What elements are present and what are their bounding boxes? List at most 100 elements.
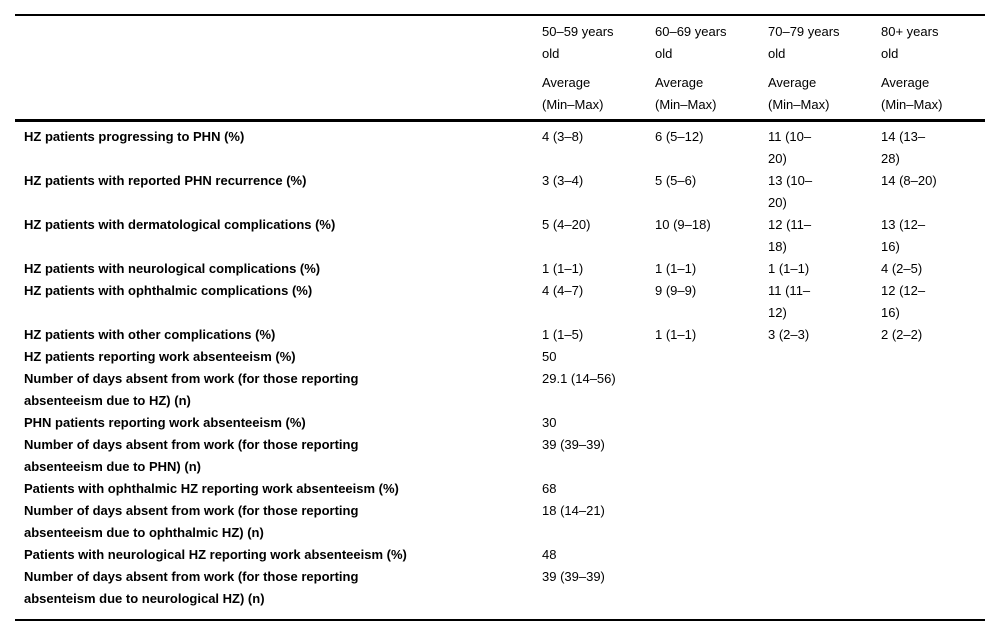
corner-header-cell [15, 15, 542, 122]
column-header-50-59: 50–59 years old Average (Min–Max) [542, 15, 655, 122]
value-cell: 30 [542, 415, 557, 430]
table-row: Number of days absent from work (for tho… [15, 368, 985, 412]
value-cell [881, 434, 985, 478]
value-cell: 68 [542, 481, 557, 496]
value-cell: 50 [542, 349, 557, 364]
value-cell [768, 500, 881, 544]
table-row: HZ patients with other complications (%)… [15, 324, 985, 346]
age-group-label: 70–79 years old [768, 24, 840, 61]
value-cell [881, 478, 985, 500]
value-cell: 13 (12– 16) [881, 217, 926, 254]
value-cell: 12 (12– 16) [881, 283, 926, 320]
value-cell [881, 544, 985, 566]
row-label: HZ patients reporting work absenteeism (… [24, 349, 296, 364]
table-row: HZ patients with reported PHN recurrence… [15, 170, 985, 214]
table-row: PHN patients reporting work absenteeism … [15, 412, 985, 434]
value-cell: 13 (10– 20) [768, 173, 813, 210]
value-cell: 48 [542, 547, 557, 562]
table-row: Patients with neurological HZ reporting … [15, 544, 985, 566]
value-cell: 29.1 (14–56) [542, 371, 616, 386]
stat-type-label: Average (Min–Max) [542, 75, 604, 112]
value-cell [655, 434, 768, 478]
value-cell [881, 368, 985, 412]
value-cell [881, 566, 985, 620]
value-cell [655, 566, 768, 620]
value-cell: 1 (1–1) [542, 261, 584, 276]
row-label: HZ patients with reported PHN recurrence… [24, 173, 307, 188]
stat-type-label: Average (Min–Max) [768, 75, 830, 112]
stat-type-label: Average (Min–Max) [655, 75, 717, 112]
value-cell: 5 (5–6) [655, 173, 697, 188]
table-row: Patients with ophthalmic HZ reporting wo… [15, 478, 985, 500]
value-cell [768, 346, 881, 368]
table-row: Number of days absent from work (for tho… [15, 434, 985, 478]
value-cell: 39 (39–39) [542, 437, 605, 452]
value-cell [881, 346, 985, 368]
row-label: Number of days absent from work (for tho… [24, 371, 359, 408]
table-row: HZ patients with dermatological complica… [15, 214, 985, 258]
age-group-label: 80+ years old [881, 24, 939, 61]
row-label: HZ patients with ophthalmic complication… [24, 283, 313, 298]
table-body: HZ patients progressing to PHN (%) 4 (3–8… [15, 121, 985, 621]
value-cell: 9 (9–9) [655, 283, 697, 298]
row-label: Number of days absent from work (for tho… [24, 569, 359, 606]
table-row: HZ patients progressing to PHN (%) 4 (3–8… [15, 121, 985, 171]
value-cell [881, 412, 985, 434]
row-label: HZ patients with neurological complicati… [24, 261, 321, 276]
value-cell [881, 500, 985, 544]
value-cell [655, 478, 768, 500]
value-cell: 5 (4–20) [542, 217, 591, 232]
value-cell: 10 (9–18) [655, 217, 711, 232]
row-label: HZ patients progressing to PHN (%) [24, 129, 245, 144]
value-cell [768, 544, 881, 566]
table-row: HZ patients reporting work absenteeism (… [15, 346, 985, 368]
age-group-label: 50–59 years old [542, 24, 614, 61]
value-cell: 1 (1–1) [655, 327, 697, 342]
column-header-80plus: 80+ years old Average (Min–Max) [881, 15, 985, 122]
row-label: Patients with neurological HZ reporting … [24, 547, 407, 562]
header-row: 50–59 years old Average (Min–Max) 60–69 … [15, 15, 985, 122]
value-cell: 4 (2–5) [881, 261, 923, 276]
row-label: HZ patients with other complications (%) [24, 327, 276, 342]
value-cell [768, 434, 881, 478]
value-cell [655, 412, 768, 434]
value-cell: 18 (14–21) [542, 503, 605, 518]
column-header-70-79: 70–79 years old Average (Min–Max) [768, 15, 881, 122]
value-cell: 6 (5–12) [655, 129, 704, 144]
value-cell [768, 412, 881, 434]
row-label: HZ patients with dermatological complica… [24, 217, 336, 232]
column-header-60-69: 60–69 years old Average (Min–Max) [655, 15, 768, 122]
value-cell: 4 (3–8) [542, 129, 584, 144]
table-row: Number of days absent from work (for tho… [15, 500, 985, 544]
value-cell: 3 (3–4) [542, 173, 584, 188]
value-cell: 14 (8–20) [881, 173, 937, 188]
value-cell: 11 (11– 12) [768, 283, 811, 320]
table-row: Number of days absent from work (for tho… [15, 566, 985, 620]
stat-type-label: Average (Min–Max) [881, 75, 943, 112]
age-stratification-table: 50–59 years old Average (Min–Max) 60–69 … [15, 14, 985, 621]
value-cell: 39 (39–39) [542, 569, 605, 584]
value-cell: 14 (13– 28) [881, 129, 926, 166]
row-label: PHN patients reporting work absenteeism … [24, 415, 306, 430]
table-header: 50–59 years old Average (Min–Max) 60–69 … [15, 15, 985, 122]
value-cell [768, 368, 881, 412]
value-cell: 1 (1–1) [768, 261, 810, 276]
value-cell [655, 500, 768, 544]
value-cell [655, 544, 768, 566]
value-cell: 1 (1–5) [542, 327, 584, 342]
row-label: Number of days absent from work (for tho… [24, 503, 359, 540]
table-row: HZ patients with neurological complicati… [15, 258, 985, 280]
value-cell: 11 (10– 20) [768, 129, 812, 166]
row-label: Number of days absent from work (for tho… [24, 437, 359, 474]
value-cell [655, 346, 768, 368]
value-cell: 4 (4–7) [542, 283, 584, 298]
value-cell: 12 (11– 18) [768, 217, 812, 254]
value-cell [655, 368, 768, 412]
value-cell: 1 (1–1) [655, 261, 697, 276]
value-cell: 3 (2–3) [768, 327, 810, 342]
value-cell [768, 478, 881, 500]
value-cell: 2 (2–2) [881, 327, 923, 342]
age-group-label: 60–69 years old [655, 24, 727, 61]
